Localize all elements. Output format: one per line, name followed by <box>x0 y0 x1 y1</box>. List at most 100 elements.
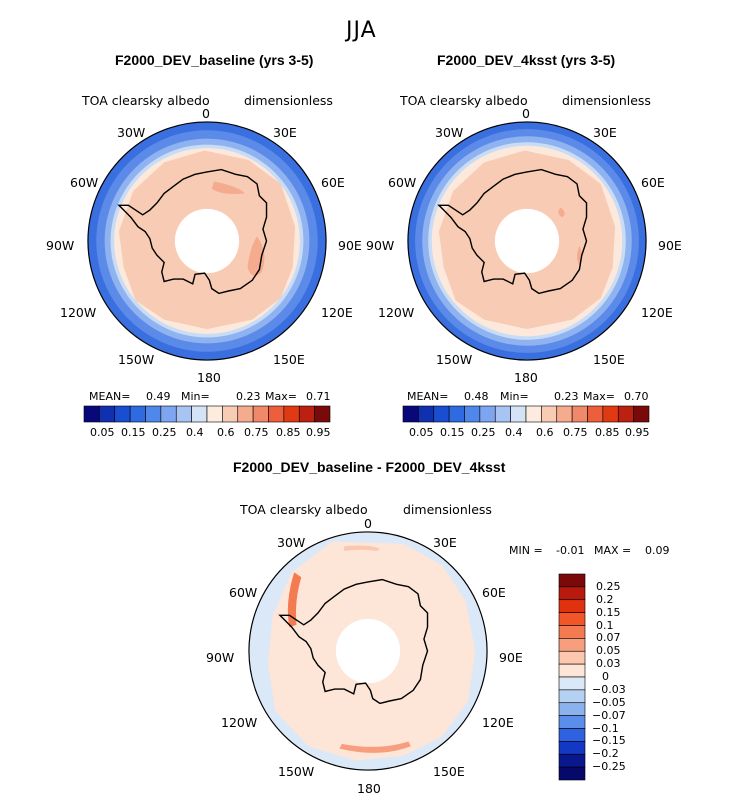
lon-label-180: 180 <box>357 781 381 796</box>
stat-min-label: Min= <box>500 390 529 403</box>
lon-label-60e: 60E <box>321 175 345 190</box>
colorbar-swatch <box>558 638 586 652</box>
lon-label-0: 0 <box>202 106 210 121</box>
lon-label-90w: 90W <box>366 238 395 253</box>
colorbar-swatch <box>268 405 285 423</box>
colorbar-swatch <box>298 405 315 423</box>
colorbar-swatch <box>402 405 419 423</box>
units-label: dimensionless <box>562 93 651 108</box>
colorbar-swatch <box>602 405 619 423</box>
panel-title: F2000_DEV_baseline - F2000_DEV_4ksst <box>233 459 506 475</box>
lon-label-90e: 90E <box>658 238 682 253</box>
lon-label-90e: 90E <box>499 650 523 665</box>
colorbar-ticks-4ksst: 0.05 0.15 0.25 0.4 0.6 0.75 0.85 0.95 <box>403 426 650 440</box>
colorbar-swatch <box>558 650 586 665</box>
panel-title: F2000_DEV_4ksst (yrs 3-5) <box>437 52 616 68</box>
lon-label-150e: 150E <box>273 352 305 367</box>
colorbar-swatch <box>558 612 586 626</box>
colorbar-tick: −0.2 <box>592 747 619 760</box>
diff-max-patch <box>344 545 380 551</box>
colorbar-swatch <box>541 405 558 423</box>
colorbar-swatch <box>558 753 586 768</box>
colorbar-swatch <box>558 689 586 704</box>
colorbar-swatch <box>558 728 586 742</box>
variable-label: TOA clearsky albedo <box>82 93 210 108</box>
colorbar-tick: 0.95 <box>306 426 331 439</box>
colorbar-tick: 0.95 <box>625 426 650 439</box>
lon-label-120e: 120E <box>482 715 514 730</box>
colorbar-tick: 0.1 <box>596 619 614 632</box>
stat-max-label: Max= <box>583 390 615 403</box>
lon-label-180: 180 <box>514 370 538 385</box>
colorbar-swatch <box>494 405 511 423</box>
polar-hole <box>494 208 560 274</box>
colorbar-swatch <box>587 405 604 423</box>
colorbar-swatch <box>558 586 586 601</box>
colorbar-tick: 0.75 <box>563 426 588 439</box>
colorbar-swatch <box>558 741 586 755</box>
colorbar-swatch <box>558 766 586 781</box>
polar-map <box>402 116 647 361</box>
colorbar-swatch <box>222 405 239 423</box>
colorbar-swatch <box>558 625 586 639</box>
units-label: dimensionless <box>403 502 492 517</box>
colorbar-swatch <box>129 405 146 423</box>
lon-label-120e: 120E <box>641 305 673 320</box>
lon-label-60w: 60W <box>229 585 258 600</box>
colorbar-swatch <box>510 405 527 423</box>
panel-title: F2000_DEV_baseline (yrs 3-5) <box>115 52 314 68</box>
colorbar-swatch <box>83 405 100 423</box>
colorbar-swatch <box>160 405 177 423</box>
lon-label-60e: 60E <box>641 175 665 190</box>
colorbar-tick: 0.4 <box>186 426 204 439</box>
polar-map <box>82 116 327 361</box>
stat-mean-value: 0.48 <box>464 390 489 403</box>
colorbar-tick: −0.03 <box>592 683 626 696</box>
colorbar-tick: 0.15 <box>440 426 465 439</box>
colorbar-swatch <box>283 405 300 423</box>
albedo-max-patch <box>211 181 246 194</box>
lon-label-120e: 120E <box>321 305 353 320</box>
polar-hole <box>335 618 401 684</box>
colorbar-swatch <box>633 405 650 423</box>
figure-season-title: JJA <box>346 18 377 43</box>
lon-label-120w: 120W <box>221 715 258 730</box>
colorbar-swatch <box>571 405 588 423</box>
colorbar-swatch <box>418 405 435 423</box>
lon-label-30w: 30W <box>435 125 464 140</box>
colorbar-tick: −0.1 <box>592 722 619 735</box>
colorbar-tick: 0.6 <box>217 426 235 439</box>
stat-min-value: -0.01 <box>556 544 585 557</box>
colorbar-tick: 0.05 <box>596 644 621 657</box>
lon-label-150w: 150W <box>118 352 155 367</box>
lon-label-150w: 150W <box>278 764 315 779</box>
stat-max-label: Max= <box>265 390 297 403</box>
lon-label-30e: 30E <box>593 125 617 140</box>
polar-map <box>243 526 488 771</box>
colorbar-tick: −0.05 <box>592 696 626 709</box>
colorbar-tick: 0.03 <box>596 657 621 670</box>
colorbar-difference <box>558 573 586 781</box>
lon-label-180: 180 <box>197 370 221 385</box>
colorbar-tick: 0.15 <box>596 606 621 619</box>
lon-label-60w: 60W <box>70 175 99 190</box>
colorbar-swatch <box>558 573 586 588</box>
diff-max-patch <box>287 572 302 628</box>
colorbar-swatch <box>114 405 131 423</box>
map-border <box>248 531 488 771</box>
stat-mean-label: MEAN= <box>407 390 449 403</box>
colorbar-tick: 0.25 <box>471 426 496 439</box>
lon-label-150e: 150E <box>433 764 465 779</box>
colorbar-swatch <box>433 405 450 423</box>
colorbar-tick: 0.05 <box>409 426 434 439</box>
colorbar-baseline <box>83 405 331 423</box>
colorbar-swatch <box>464 405 481 423</box>
colorbar-tick: −0.25 <box>592 760 626 773</box>
lon-label-150e: 150E <box>593 352 625 367</box>
lon-label-30e: 30E <box>433 535 457 550</box>
colorbar-tick: 0.07 <box>596 631 621 644</box>
lon-label-0: 0 <box>364 516 372 531</box>
lon-label-90e: 90E <box>338 238 362 253</box>
colorbar-swatch <box>558 599 586 613</box>
colorbar-swatch <box>558 676 586 691</box>
